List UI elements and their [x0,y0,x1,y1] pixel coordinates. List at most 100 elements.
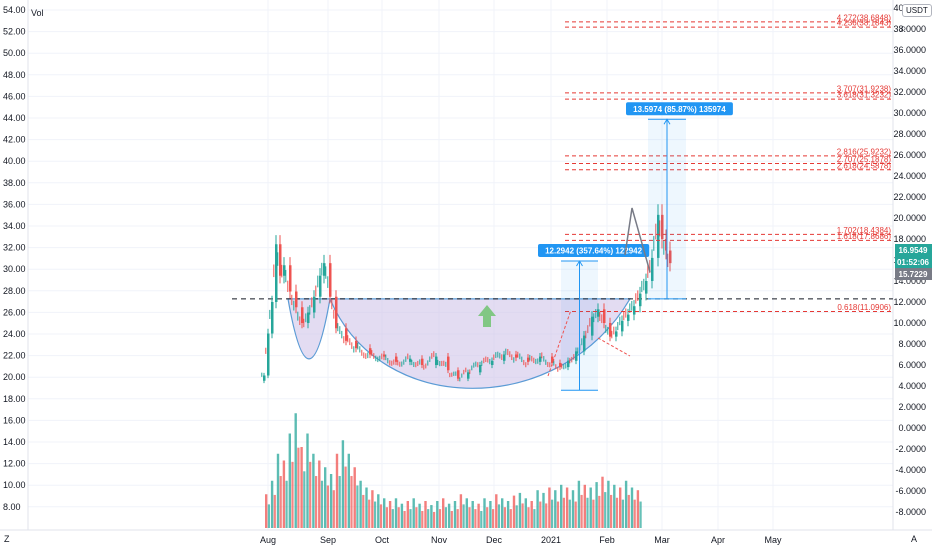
volume-bar [592,499,595,528]
volume-bar [627,494,630,528]
handle-shape [287,298,331,360]
volume-bar [409,509,412,528]
currency-badge[interactable]: USDT [902,4,932,17]
right-axis-tick-label: 28.0000 [893,129,926,139]
measure-label-bg [626,102,733,116]
price-tag-label: 16.9549 [899,246,928,255]
left-axis-tick-label: 54.00 [3,5,26,15]
volume-bar [433,511,436,528]
volume-bar [430,505,433,528]
volume-bar [279,476,282,528]
volume-bar [326,485,329,528]
candle-body [627,314,630,321]
volume-bar [512,495,516,528]
candle-body [335,296,338,329]
volume-bar [480,510,483,528]
right-axis-tick-label: 32.0000 [893,87,926,97]
volume-bar [533,509,536,528]
left-axis-tick-label: 34.00 [3,221,26,231]
volume-bar [291,461,294,528]
volume-bar [306,433,309,528]
volume-bar [515,505,518,528]
candle-body [307,312,310,323]
volume-bar [497,504,501,528]
price-tag-bg [895,268,932,280]
auto-scale-button[interactable]: A [911,534,918,544]
timezone-button[interactable]: Z [4,534,10,544]
price-tag-bg [895,244,932,256]
volume-bar [489,501,492,528]
volume-bar [344,466,347,528]
candle-body [355,340,358,349]
search-icon[interactable]: ⌕ [900,21,907,35]
volume-bar [610,494,613,528]
volume-bar [436,501,439,528]
volume-bar [350,476,353,528]
volume-bar [492,509,495,528]
right-axis-tick-label: 18.0000 [893,234,926,244]
volume-bar [580,494,583,528]
volume-bar [583,484,586,528]
candle-body [457,370,460,379]
volume-bar [586,497,589,528]
right-axis-tick-label: -2.0000 [895,444,926,454]
candle-body [329,263,332,297]
volume-bar [362,494,365,528]
volume-bar [329,474,333,528]
volume-bar [503,507,506,528]
volume-bar [359,480,362,528]
volume-bar [365,487,368,528]
volume-bar [285,480,288,528]
fib-level-label: 3.707(31.9238) [837,84,892,93]
volume-bar [556,501,560,528]
candle-body [503,354,506,361]
candle-body [591,316,594,336]
price-tag-label: 01:52:06 [897,258,930,267]
volume-bar [456,509,459,528]
volume-bar [542,492,545,528]
candle-body [491,360,494,365]
volume-bar [565,487,569,528]
volume-bar [332,490,335,528]
candle-body [665,239,668,251]
fib-level-label: 2.816(25.9232) [837,147,892,156]
candle-body [395,356,398,362]
volume-bar [338,476,341,528]
fib-level-label: 3.618(31.3232) [837,91,892,100]
left-axis-tick-label: 12.00 [3,459,26,469]
volume-bar [335,453,339,528]
volume-bar [341,440,345,528]
candle-body [409,358,412,362]
candle-body [575,351,578,361]
volume-bar [615,497,619,528]
candle-body [609,323,612,337]
left-axis-tick-label: 28.00 [3,286,26,296]
volume-bar [444,507,447,528]
candle-body [661,214,664,239]
volume-bar [368,499,371,528]
right-axis-tick-label: -6.0000 [895,486,926,496]
candle-body [479,365,482,373]
volume-bar [613,484,616,528]
volume-bar [388,501,392,528]
fib-level-label: 4.236(38.1843) [837,19,892,28]
candle-body [669,250,672,264]
x-axis-tick-label: Sep [320,535,336,545]
volume-bar [477,503,480,528]
volume-bar [483,498,486,528]
fib-level-label: 2.618(24.5878) [837,161,892,170]
volume-bar [270,480,274,528]
volume-bar [530,501,533,528]
volume-bar [562,497,565,528]
candle-body [313,296,316,313]
right-axis-tick-label: 36.0000 [893,45,926,55]
volume-bar [415,507,418,528]
left-axis-tick-label: 32.00 [3,243,26,253]
volume-bar [267,504,270,528]
right-axis-tick-label: 38.0000 [893,24,926,34]
volume-bar [406,501,409,528]
volume-bar [356,485,359,528]
volume-bar [383,498,386,528]
volume-bar [303,471,306,528]
